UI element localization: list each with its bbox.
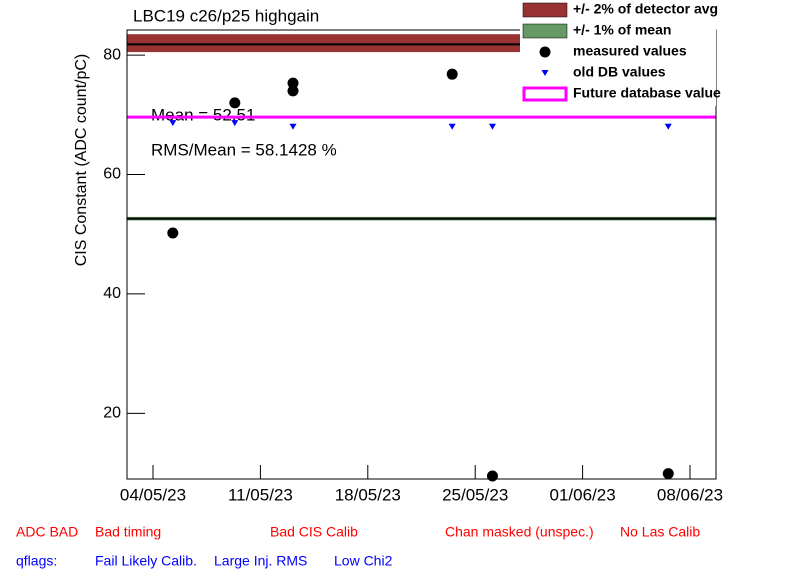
quality-flag: qflags: [16,553,57,569]
old-db-point [488,123,496,130]
x-tick-label: 04/05/23 [120,485,186,504]
old-db-point [448,123,456,130]
old-db-point [664,123,672,130]
legend-swatch [522,2,568,18]
measured-point [486,470,498,482]
y-tick-label: 40 [103,285,121,302]
y-tick-label: 20 [103,405,121,422]
annotation: RMS/Mean = 58.1428 % [151,140,337,159]
quality-flag: Chan masked (unspec.) [445,524,594,540]
quality-flag: Low Chi2 [334,553,393,569]
annotation: Mean = 52.51 [151,105,255,124]
measured-point [167,227,179,239]
quality-flag: Bad CIS Calib [270,524,358,540]
x-tick-label: 25/05/23 [442,485,508,504]
quality-flag: Bad timing [95,524,161,540]
legend-label: measured values [573,43,687,59]
measured-point [287,85,299,97]
legend-swatch [539,46,551,58]
legend-label: +/- 2% of detector avg [573,1,718,17]
quality-flag: Fail Likely Calib. [95,553,197,569]
old-db-point [169,120,177,127]
measured-point [662,468,674,480]
y-axis-label: CIS Constant (ADC count/pC) [73,54,90,267]
legend-swatch [541,70,549,76]
measured-point [229,97,241,109]
legend-swatch [522,86,568,102]
legend-label: +/- 1% of mean [573,22,671,38]
measured-point [446,68,458,80]
x-tick-label: 08/06/23 [657,485,723,504]
quality-flag: Large Inj. RMS [214,553,307,569]
quality-flag: No Las Calib [620,524,700,540]
quality-flag: ADC BAD [16,524,78,540]
old-db-point [289,123,297,130]
x-tick-label: 11/05/23 [228,485,293,504]
legend-swatch [522,23,568,39]
x-tick-label: 18/05/23 [335,485,401,504]
x-tick-label: 01/06/23 [550,485,616,504]
plot-frame [126,29,717,480]
legend-label: Future database value [573,85,721,101]
chart-title: LBC19 c26/p25 highgain [133,6,319,25]
legend-label: old DB values [573,64,666,80]
y-tick-label: 80 [103,46,121,63]
y-tick-label: 60 [103,166,121,183]
measured-point [287,77,299,89]
old-db-point [231,120,239,127]
